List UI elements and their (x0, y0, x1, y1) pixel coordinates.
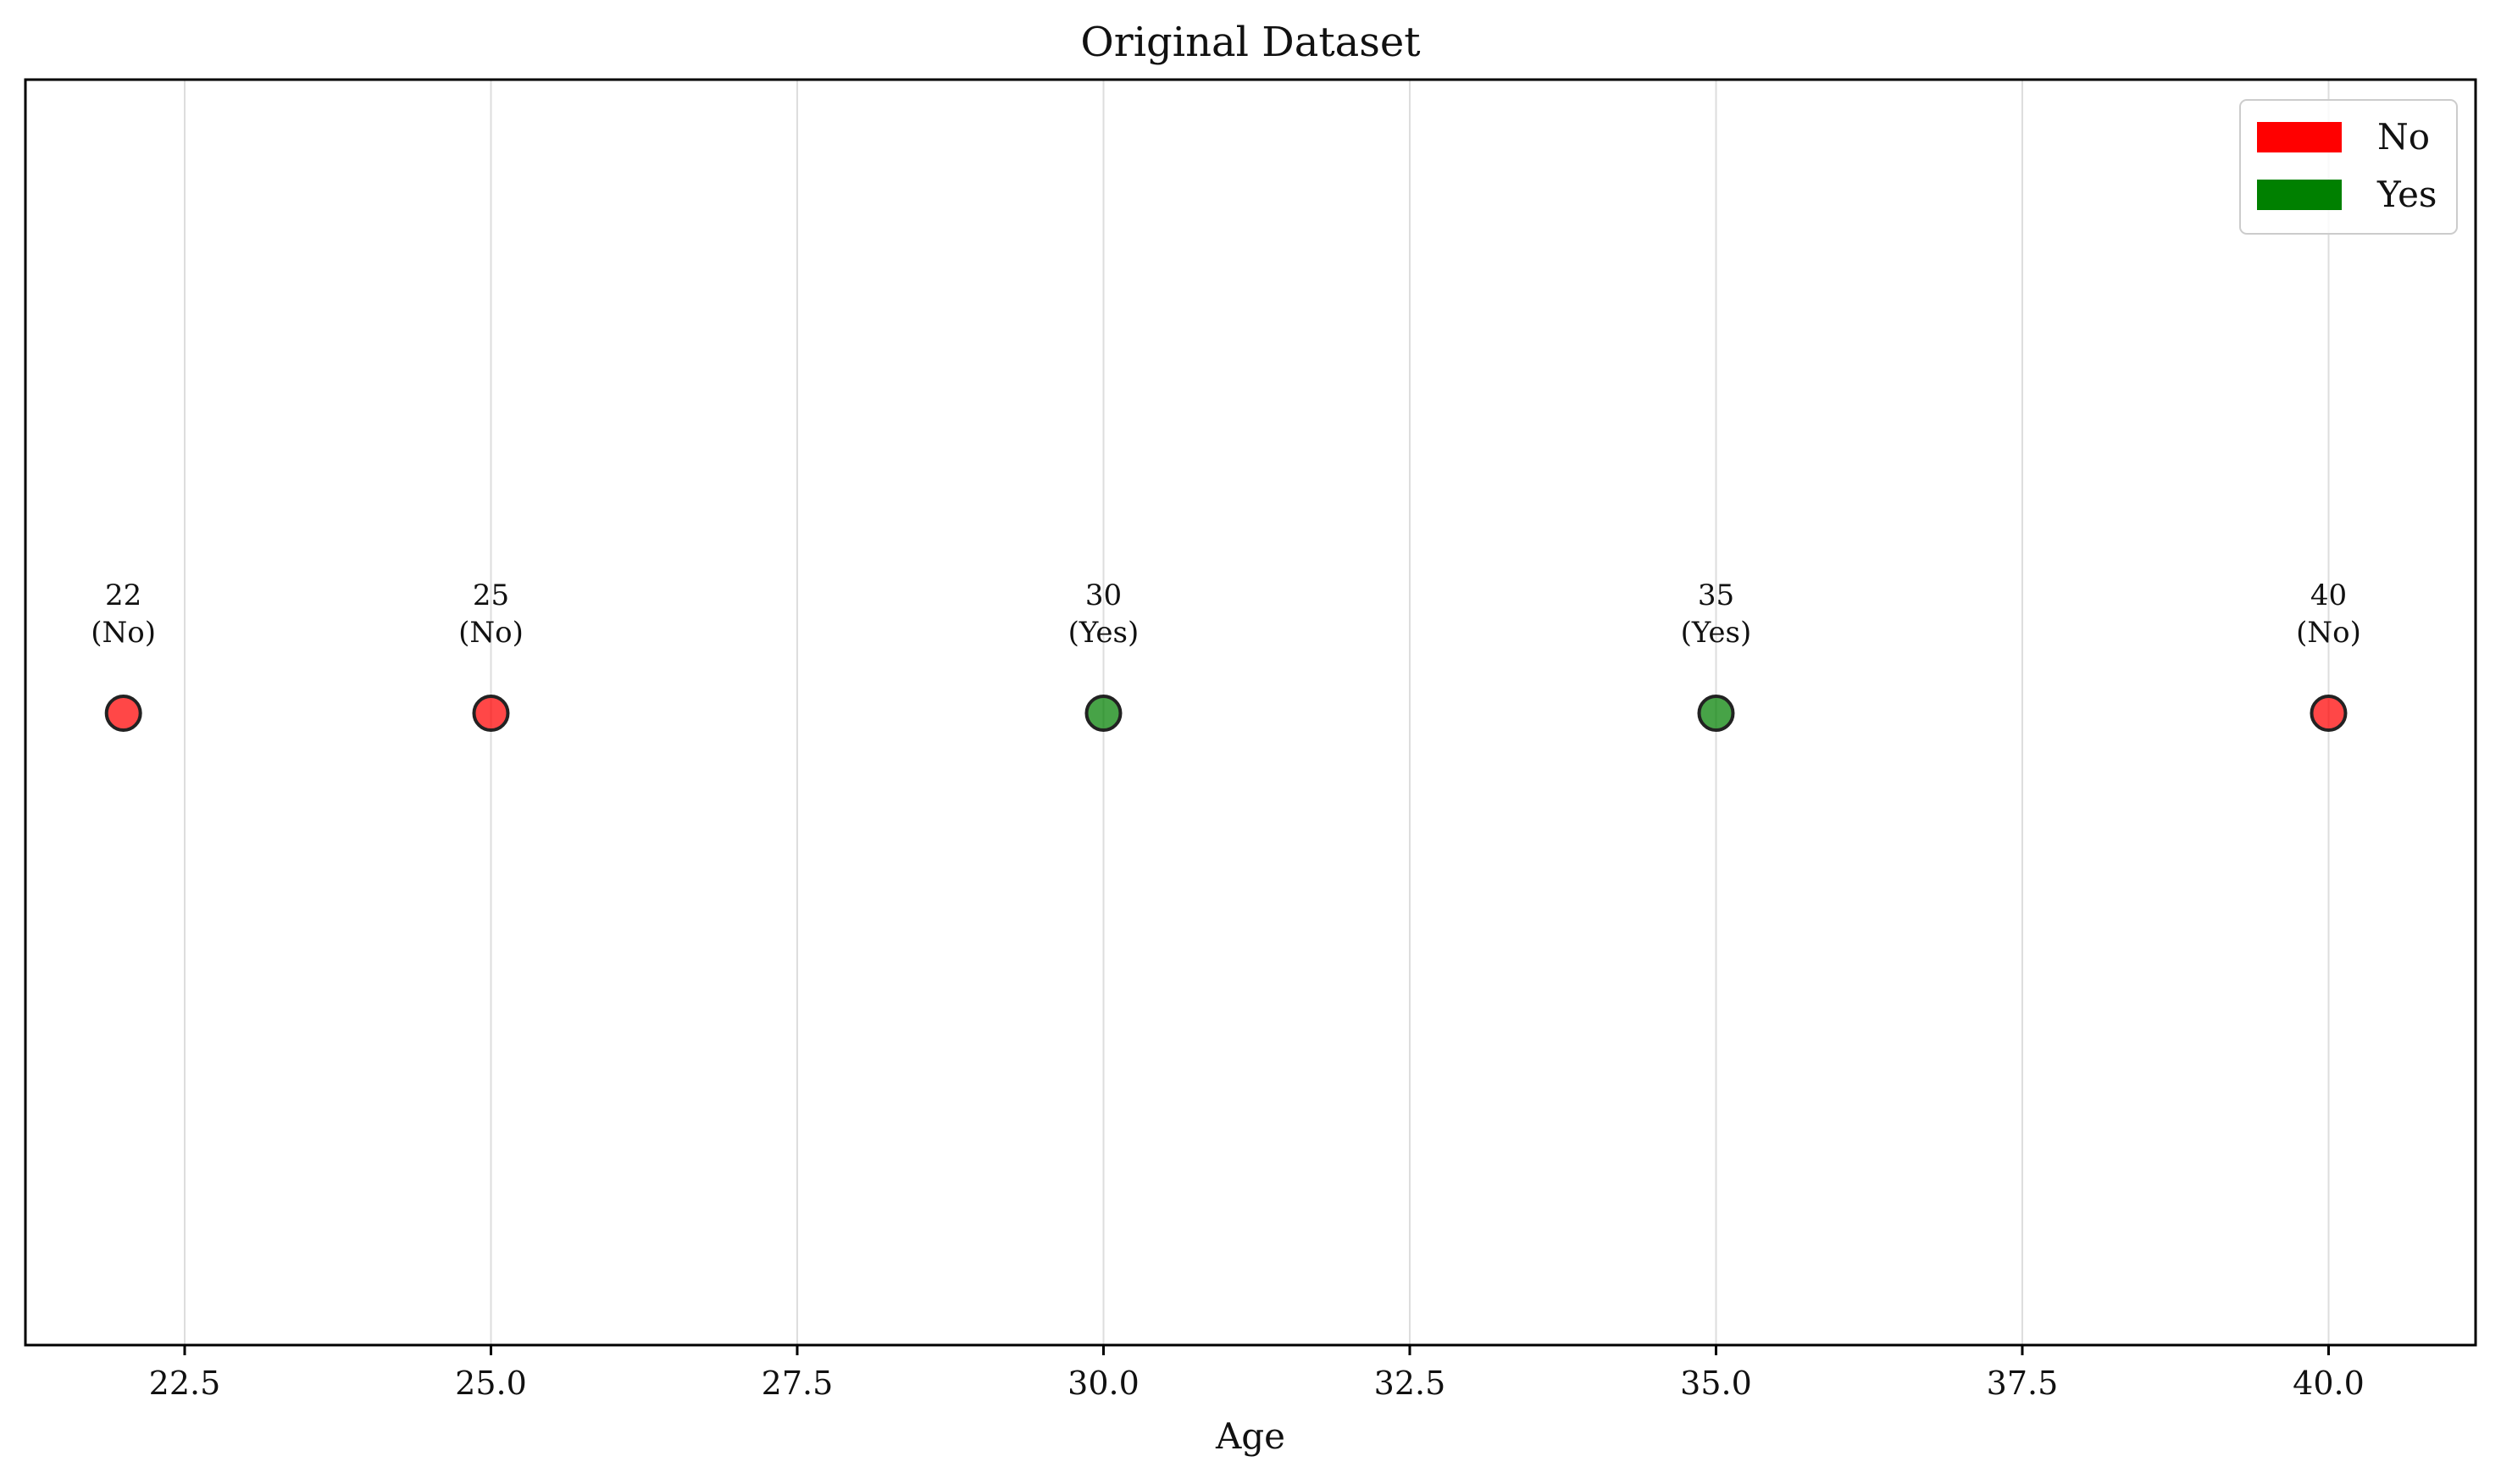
x-tick-label: 32.5 (1374, 1365, 1446, 1402)
x-tick-label: 37.5 (1987, 1365, 2059, 1402)
data-point (2310, 695, 2348, 732)
data-points: 22 (No) 25 (No) 30 (Yes) 35 (Yes) 40 (No) (91, 579, 2361, 732)
legend: No Yes (2239, 99, 2458, 235)
data-point-group: 40 (No) (2296, 579, 2361, 732)
legend-label-no: No (2377, 116, 2430, 158)
point-class-label: (Yes) (1068, 616, 1140, 650)
point-value-label: 35 (1698, 579, 1734, 612)
x-tick-label: 35.0 (1680, 1365, 1752, 1402)
legend-label-yes: Yes (2376, 174, 2437, 215)
point-value-label: 22 (105, 579, 141, 612)
data-point-group: 22 (No) (91, 579, 156, 732)
point-class-label: (No) (2296, 616, 2361, 650)
point-class-label: (No) (91, 616, 156, 650)
data-point-group: 30 (Yes) (1068, 579, 1140, 732)
legend-swatch-yes (2257, 180, 2342, 210)
x-tick-label: 25.0 (455, 1365, 527, 1402)
point-value-label: 30 (1085, 579, 1122, 612)
x-tick-label: 27.5 (762, 1365, 834, 1402)
point-value-label: 25 (473, 579, 509, 612)
data-point (472, 695, 510, 732)
legend-swatch-no (2257, 122, 2342, 152)
x-axis-ticks: 22.5 25.0 27.5 30.0 32.5 35.0 37.5 40.0 (149, 1345, 2365, 1402)
chart-title: Original Dataset (1080, 19, 1420, 66)
point-class-label: (Yes) (1681, 616, 1752, 650)
data-point-group: 25 (No) (458, 579, 524, 732)
data-point (1084, 695, 1123, 732)
data-point-group: 35 (Yes) (1681, 579, 1752, 732)
x-tick-label: 30.0 (1068, 1365, 1140, 1402)
x-axis-label: Age (1215, 1415, 1285, 1457)
x-tick-label: 40.0 (2293, 1365, 2365, 1402)
data-point (104, 695, 142, 732)
x-tick-label: 22.5 (149, 1365, 221, 1402)
data-point (1697, 695, 1735, 732)
plot-area-frame (24, 78, 2477, 1347)
point-class-label: (No) (458, 616, 524, 650)
point-value-label: 40 (2310, 579, 2347, 612)
